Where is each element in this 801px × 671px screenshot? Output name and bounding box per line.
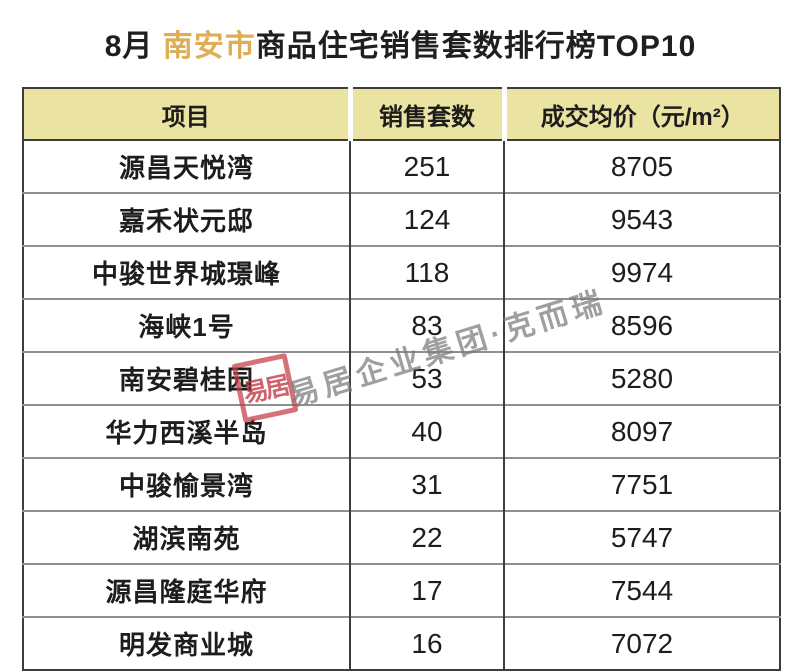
header-units: 销售套数 — [347, 88, 504, 141]
project-cell: 源昌天悦湾 — [118, 153, 254, 183]
table-row: 嘉禾状元邸 124 9543 — [23, 192, 780, 246]
units-cell: 83 — [349, 298, 504, 352]
price-cell: 9543 — [503, 192, 780, 246]
price-cell: 8705 — [503, 140, 780, 193]
units-cell: 16 — [349, 616, 504, 670]
price-cell: 8097 — [503, 404, 780, 458]
table-row: 中骏世界城璟峰 118 9974 — [23, 245, 780, 299]
price-cell: 7072 — [503, 616, 780, 670]
price-cell: 7751 — [503, 457, 780, 511]
table-row: 中骏愉景湾 31 7751 — [23, 457, 780, 511]
units-cell: 251 — [349, 140, 504, 193]
project-cell: 明发商业城 — [23, 616, 350, 670]
title-city-highlight: 南安市 — [162, 30, 256, 63]
table-row: 华力西溪半岛 40 8097 — [23, 404, 780, 458]
table-header-row: 项目 销售套数 成交均价（元/m²） — [23, 88, 780, 141]
project-cell: 华力西溪半岛 — [23, 404, 350, 458]
units-cell: 17 — [349, 563, 504, 617]
price-cell: 7544 — [503, 563, 780, 617]
price-cell: 5747 — [503, 510, 780, 564]
table-row: 南安碧桂园 53 5280 — [23, 351, 780, 405]
table-row: 海峡1号 83 8596 — [23, 298, 780, 352]
table-row: 源昌隆庭华府 17 7544 — [23, 563, 780, 617]
header-price: 成交均价（元/m²） — [501, 88, 780, 141]
table-row: 源昌天悦湾 251 8705 — [23, 140, 780, 193]
project-cell: 嘉禾状元邸 — [23, 192, 350, 246]
page-title: 8月 南安市商品住宅销售套数排行榜TOP10 — [0, 21, 801, 65]
units-cell: 40 — [349, 404, 504, 458]
units-cell: 124 — [349, 192, 504, 246]
price-cell: 9974 — [503, 245, 780, 299]
table-row: 湖滨南苑 22 5747 — [23, 510, 780, 564]
project-cell: 中骏世界城璟峰 — [23, 245, 350, 299]
project-cell: 源昌隆庭华府 — [23, 563, 350, 617]
table-row: 明发商业城 16 7072 — [23, 616, 780, 670]
units-cell: 53 — [349, 351, 504, 405]
project-cell: 南安碧桂园 — [23, 351, 350, 405]
header-project: 项目 — [23, 88, 350, 141]
project-cell: 湖滨南苑 — [23, 510, 350, 564]
project-cell: 海峡1号 — [23, 298, 350, 352]
units-cell: 118 — [349, 245, 504, 299]
title-prefix: 8月 — [104, 30, 163, 63]
units-cell: 31 — [349, 457, 504, 511]
title-suffix: 商品住宅销售套数排行榜TOP10 — [255, 30, 697, 63]
price-cell: 8596 — [503, 298, 780, 352]
units-cell: 22 — [349, 510, 504, 564]
project-cell: 中骏愉景湾 — [23, 457, 350, 511]
sales-ranking-table: 项目 销售套数 成交均价（元/m²） 源昌天悦湾 251 8705 嘉禾状元邸 … — [22, 87, 781, 671]
price-cell: 5280 — [503, 351, 780, 405]
